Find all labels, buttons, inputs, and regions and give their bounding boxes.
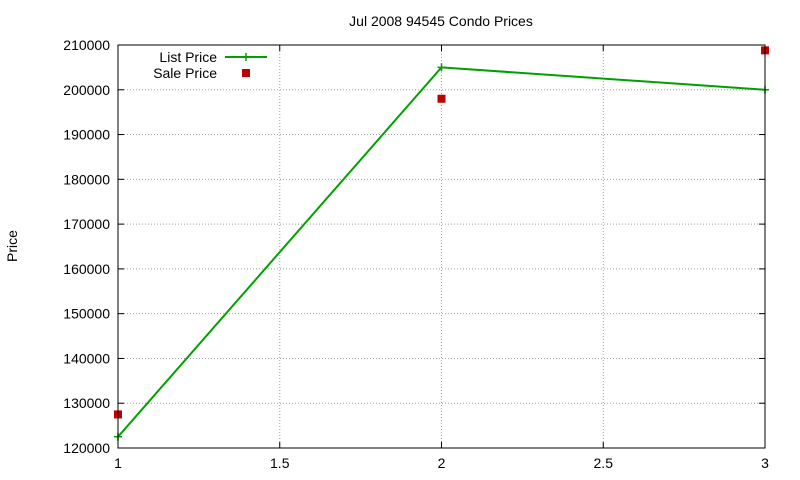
y-tick-label: 120000 — [63, 440, 110, 456]
chart-title: Jul 2008 94545 Condo Prices — [349, 13, 533, 29]
y-tick-label: 180000 — [63, 171, 110, 187]
list-price-point — [437, 63, 446, 72]
sale-price-point — [437, 94, 446, 103]
x-tick-label: 3 — [761, 455, 769, 471]
y-tick-label: 210000 — [63, 37, 110, 53]
legend-label: List Price — [159, 49, 217, 65]
y-tick-label: 130000 — [63, 395, 110, 411]
x-tick-label: 1 — [114, 455, 122, 471]
legend-label: Sale Price — [153, 65, 217, 81]
x-tick-label: 2.5 — [594, 455, 614, 471]
y-tick-label: 170000 — [63, 216, 110, 232]
legend-swatch-marker — [242, 69, 250, 77]
axis-ticks: 120000 130000 140000 150000 160000 170000 1800… — [63, 37, 769, 471]
y-tick-label: 150000 — [63, 306, 110, 322]
x-tick-label: 1.5 — [270, 455, 290, 471]
legend-swatch-marker — [242, 53, 250, 61]
y-tick-label: 140000 — [63, 350, 110, 366]
plot-frame — [117, 44, 766, 449]
y-tick-label: 160000 — [63, 261, 110, 277]
y-tick-label: 190000 — [63, 127, 110, 143]
y-axis-label: Price — [4, 230, 20, 262]
y-tick-label: 200000 — [63, 82, 110, 98]
x-tick-label: 2 — [438, 455, 446, 471]
grid-lines — [118, 45, 765, 448]
